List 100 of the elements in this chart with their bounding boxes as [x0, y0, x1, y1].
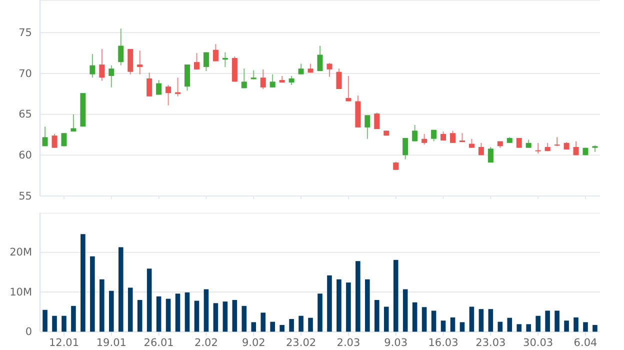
bar	[232, 300, 238, 332]
bar	[592, 324, 598, 332]
bar	[251, 322, 256, 332]
bar	[146, 268, 152, 332]
candlestick	[118, 28, 124, 66]
bar	[137, 300, 142, 332]
bar	[516, 324, 522, 332]
candlestick	[146, 72, 152, 97]
candlestick	[402, 138, 408, 160]
bar	[184, 292, 190, 332]
bar	[402, 289, 408, 332]
candlestick	[450, 130, 456, 144]
bar	[554, 310, 560, 332]
candlestick	[128, 48, 134, 75]
x-tick-label: 6.04	[574, 337, 598, 350]
y-tick-label: 75	[18, 27, 32, 40]
x-tick-label: 2.03	[336, 337, 360, 350]
bar	[488, 309, 494, 332]
candlestick	[346, 75, 352, 102]
candlestick	[317, 45, 323, 72]
bar	[450, 317, 456, 332]
bar	[318, 294, 322, 332]
x-tick-label: 12.01	[48, 337, 80, 350]
bar	[536, 316, 540, 332]
bar	[270, 322, 275, 332]
y-tick-label: 55	[18, 190, 32, 202]
bar	[109, 290, 114, 332]
y-tick-label: 20M	[10, 246, 32, 259]
y-tick-label: 65	[18, 108, 32, 121]
candlestick	[488, 146, 494, 164]
candlestick	[222, 52, 228, 68]
candlestick	[573, 140, 579, 156]
candlestick	[108, 64, 114, 88]
y-tick-label: 70	[18, 68, 32, 80]
bar	[194, 300, 200, 332]
bar	[80, 234, 86, 332]
candlestick	[194, 52, 200, 70]
bar	[100, 279, 104, 332]
candlestick	[70, 114, 76, 132]
x-tick-label: 9.02	[242, 337, 266, 350]
bar	[574, 317, 578, 332]
bar	[498, 322, 503, 332]
bar	[374, 300, 380, 332]
bar	[175, 294, 180, 332]
bar	[298, 316, 304, 332]
x-tick-label: 2.02	[194, 337, 218, 350]
bar	[280, 324, 284, 332]
x-tick-label: 9.03	[384, 337, 408, 350]
candlestick	[364, 114, 370, 140]
bar	[507, 318, 512, 332]
candlestick	[260, 68, 266, 90]
candlestick	[336, 68, 342, 90]
x-tick-label: 23.02	[286, 337, 316, 350]
bar	[336, 279, 342, 332]
candlestick	[478, 142, 484, 156]
candlestick	[535, 142, 541, 154]
bar	[118, 247, 124, 332]
x-tick-label: 30.03	[523, 337, 554, 350]
bar	[583, 322, 588, 332]
y-tick-label: 0	[25, 326, 32, 338]
bar	[42, 310, 48, 332]
bar	[356, 261, 360, 332]
candlestick	[61, 132, 67, 147]
bar	[545, 310, 550, 332]
bar	[90, 256, 95, 332]
candlestick	[156, 80, 162, 96]
candlestick	[232, 56, 238, 82]
candlestick	[374, 112, 380, 130]
bar	[469, 306, 474, 332]
candlestick	[184, 64, 190, 92]
bar	[156, 296, 162, 332]
candlestick	[42, 126, 48, 147]
bar	[384, 306, 389, 332]
candlestick	[99, 48, 105, 82]
bar	[393, 260, 398, 332]
bar	[346, 282, 351, 332]
bar	[62, 316, 66, 332]
bar	[128, 288, 133, 332]
candlestick	[166, 84, 172, 106]
bar	[327, 275, 332, 332]
bar	[526, 324, 531, 332]
candlestick	[52, 133, 58, 148]
candlestick	[212, 44, 218, 62]
candlestick	[298, 63, 304, 75]
bar	[71, 306, 76, 332]
y-tick-label: 10M	[10, 286, 32, 298]
bar	[431, 310, 436, 332]
candlestick	[412, 124, 418, 142]
candlestick	[422, 133, 428, 146]
y-tick-label: 60	[18, 150, 32, 162]
candlestick	[137, 50, 143, 75]
x-tick-label: 23.03	[476, 337, 506, 350]
bar	[166, 298, 171, 332]
candlestick	[203, 52, 209, 72]
bar	[422, 307, 427, 332]
bar	[460, 322, 465, 332]
x-tick-label: 19.01	[96, 337, 126, 350]
candlestick	[270, 74, 276, 88]
bar	[308, 318, 313, 332]
x-tick-label: 26.01	[144, 337, 174, 350]
